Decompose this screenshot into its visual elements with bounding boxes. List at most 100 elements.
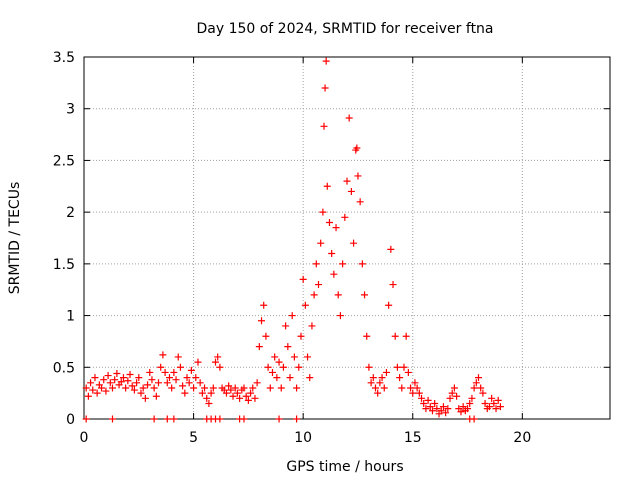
data-point: [212, 358, 219, 366]
data-point: [258, 317, 266, 325]
data-point: [209, 384, 217, 392]
data-point: [336, 312, 344, 320]
data-point: [268, 368, 276, 376]
data-points: [82, 57, 504, 423]
data-point: [233, 389, 241, 397]
data-point: [286, 374, 294, 382]
data-point: [266, 384, 274, 392]
data-point: [82, 384, 90, 392]
y-tick-label: 1: [66, 309, 75, 325]
data-point: [148, 376, 156, 384]
data-point: [91, 374, 99, 382]
data-point: [444, 405, 452, 413]
data-point: [404, 368, 412, 376]
axis-ticks: 0 0.5 1 1.5 2 2.5 3 3.5 0 5 10 15 20: [53, 50, 610, 446]
data-point: [187, 366, 195, 374]
data-point: [428, 407, 436, 415]
data-point: [477, 384, 485, 392]
data-point: [146, 368, 154, 376]
data-point: [385, 301, 393, 309]
data-point: [492, 405, 500, 413]
data-point: [117, 378, 125, 386]
data-point: [244, 396, 252, 404]
data-point: [374, 389, 382, 397]
data-point: [356, 198, 364, 206]
data-point: [376, 379, 384, 387]
data-point: [431, 399, 439, 407]
data-point: [139, 384, 147, 392]
data-point: [290, 353, 298, 361]
zero-data-point: [108, 415, 116, 423]
data-point: [222, 389, 230, 397]
data-point: [249, 384, 257, 392]
data-point: [391, 332, 399, 340]
data-point: [176, 363, 184, 371]
data-point: [301, 301, 309, 309]
data-point: [343, 177, 351, 185]
data-point: [426, 403, 434, 411]
data-point: [457, 408, 465, 416]
data-point: [418, 394, 426, 402]
data-point: [350, 239, 358, 247]
data-point: [363, 332, 371, 340]
data-point: [161, 368, 169, 376]
data-point: [135, 374, 143, 382]
data-point: [271, 353, 279, 361]
x-tick-label: 0: [80, 430, 89, 446]
data-point: [262, 332, 270, 340]
data-point: [113, 369, 121, 377]
data-point: [231, 384, 239, 392]
y-tick-label: 2: [66, 205, 75, 221]
x-tick-label: 10: [294, 430, 312, 446]
data-point: [378, 374, 386, 382]
data-point: [247, 389, 255, 397]
data-point: [398, 384, 406, 392]
data-point: [172, 376, 180, 384]
data-point: [133, 379, 141, 387]
data-point: [299, 275, 307, 283]
data-point: [494, 396, 502, 404]
data-point: [84, 392, 92, 400]
data-point: [479, 389, 487, 397]
data-point: [330, 270, 338, 278]
data-point: [137, 389, 145, 397]
data-point: [341, 213, 349, 221]
y-tick-label: 3.5: [53, 50, 75, 66]
data-point: [207, 389, 215, 397]
data-point: [98, 384, 106, 392]
data-point: [165, 374, 173, 382]
data-point: [496, 403, 504, 411]
y-tick-label: 0.5: [53, 360, 75, 376]
data-point: [106, 379, 114, 387]
data-point: [415, 389, 423, 397]
y-axis-label: SRMTID / TECUs: [7, 182, 23, 295]
data-point: [128, 382, 136, 390]
data-point: [367, 379, 375, 387]
data-point: [481, 399, 489, 407]
data-point: [420, 399, 428, 407]
data-point: [453, 392, 461, 400]
data-point: [321, 84, 329, 92]
data-point: [130, 386, 138, 394]
data-point: [468, 394, 476, 402]
data-point: [198, 389, 206, 397]
data-point: [163, 379, 171, 387]
data-point: [179, 382, 187, 390]
data-point: [124, 377, 132, 385]
data-point: [104, 372, 112, 380]
data-point: [380, 384, 388, 392]
data-point: [389, 281, 397, 289]
data-point: [323, 182, 331, 190]
data-point: [470, 384, 478, 392]
data-point: [464, 405, 472, 413]
grid: [84, 57, 610, 419]
zero-data-point: [470, 415, 478, 423]
data-point: [407, 384, 415, 392]
data-point: [304, 353, 312, 361]
data-point: [126, 371, 134, 379]
data-point: [277, 384, 285, 392]
data-point: [152, 392, 160, 400]
data-point: [181, 389, 189, 397]
data-point: [382, 368, 390, 376]
data-point: [339, 260, 347, 268]
